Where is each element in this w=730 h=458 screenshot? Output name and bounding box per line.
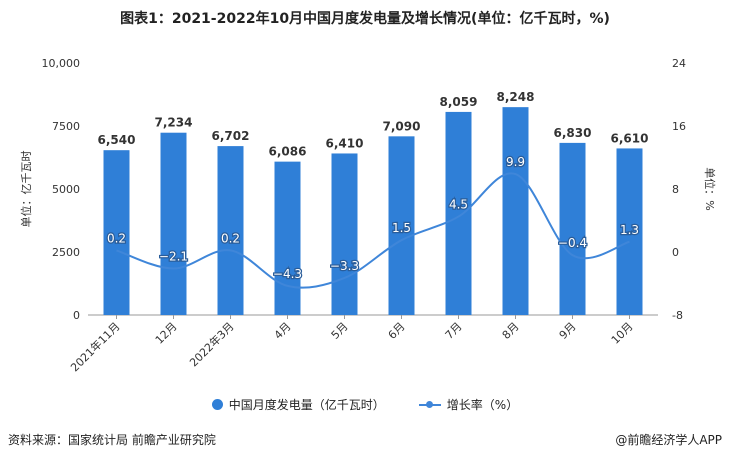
- y-right-tick-label: 8: [672, 183, 679, 196]
- bar-value-label: 6,830: [554, 126, 592, 140]
- bar-value-label: 7,234: [155, 116, 193, 130]
- x-tick-label: 10月: [609, 320, 636, 347]
- source-note: 资料来源：国家统计局 前瞻产业研究院: [8, 433, 216, 447]
- legend-label-growth: 增长率（%）: [446, 398, 519, 412]
- legend-label-output: 中国月度发电量（亿千瓦时）: [228, 398, 385, 412]
- bar-5: [331, 153, 358, 315]
- combo-chart: 0 2500 5000 7500 10,000 -8 0 8 16 24 单位：亿千瓦时 单位：% 6,…: [19, 57, 717, 374]
- y-right-axis-label: 单位：%: [703, 167, 717, 210]
- y-left-tick-label: 0: [73, 309, 80, 322]
- bar-value-label: 8,059: [440, 95, 478, 109]
- bar-4: [274, 161, 301, 315]
- credit-note: @前瞻经济学人APP: [615, 433, 722, 447]
- growth-line: [116, 172, 630, 289]
- legend-item-growth: 增长率（%）: [418, 396, 519, 413]
- y-left-tick-label: 10,000: [42, 57, 81, 70]
- growth-value-label: 1.5: [392, 221, 411, 235]
- legend-item-output: 中国月度发电量（亿千瓦时）: [211, 396, 385, 413]
- y-right-tick-label: 24: [672, 57, 686, 70]
- bar-7: [445, 111, 472, 315]
- x-tick-label: 8月: [500, 320, 522, 342]
- legend-line-marker: [418, 399, 441, 410]
- bar-2: [160, 132, 187, 315]
- bar-1: [103, 150, 130, 315]
- bar-10: [616, 148, 643, 315]
- x-tick-label: 2021年11月: [67, 319, 122, 374]
- bar-value-label: 6,410: [326, 136, 364, 150]
- growth-value-label: 1.3: [620, 223, 639, 237]
- growth-value-label: −2.1: [159, 250, 188, 264]
- bar-9: [559, 142, 586, 315]
- y-left-tick-label: 2500: [52, 246, 80, 259]
- y-left-axis-label: 单位：亿千瓦时: [19, 151, 33, 228]
- growth-value-label: 0.2: [107, 231, 126, 245]
- growth-value-label: 4.5: [449, 198, 468, 212]
- y-right-tick-label: -8: [672, 309, 683, 322]
- y-left-tick-label: 7500: [52, 120, 80, 133]
- chart-title: 图表1：2021-2022年10月中国月度发电量及增长情况(单位：亿千瓦时，%): [120, 11, 610, 27]
- growth-value-label: 9.9: [506, 155, 525, 169]
- x-tick-label: 6月: [386, 320, 408, 342]
- x-tick-label: 5月: [329, 320, 351, 342]
- chart-legend: 中国月度发电量（亿千瓦时） 增长率（%）: [0, 396, 730, 413]
- growth-value-label: −0.4: [558, 236, 587, 250]
- growth-value-label: −3.3: [330, 259, 359, 273]
- x-tick-label: 2022年3月: [186, 319, 236, 369]
- bar-value-label: 7,090: [383, 119, 421, 133]
- y-right-tick-label: 0: [672, 246, 679, 259]
- bar-8: [502, 107, 529, 316]
- y-right-tick-label: 16: [672, 120, 686, 133]
- bar-value-label: 8,248: [497, 90, 535, 104]
- x-tick-label: 9月: [557, 320, 579, 342]
- bar-3: [217, 146, 244, 315]
- legend-bar-marker: [211, 399, 223, 410]
- growth-value-label: −4.3: [273, 267, 302, 281]
- x-tick-label: 4月: [272, 320, 294, 342]
- bar-6: [388, 136, 415, 315]
- x-tick-label: 7月: [443, 320, 465, 342]
- bar-value-label: 6,086: [269, 145, 307, 159]
- y-left-tick-label: 5000: [52, 183, 80, 196]
- bar-value-label: 6,610: [611, 131, 649, 145]
- bar-value-label: 6,540: [98, 133, 136, 147]
- bar-value-label: 6,702: [212, 129, 250, 143]
- growth-value-label: 0.2: [221, 231, 240, 245]
- x-tick-label: 12月: [153, 320, 180, 347]
